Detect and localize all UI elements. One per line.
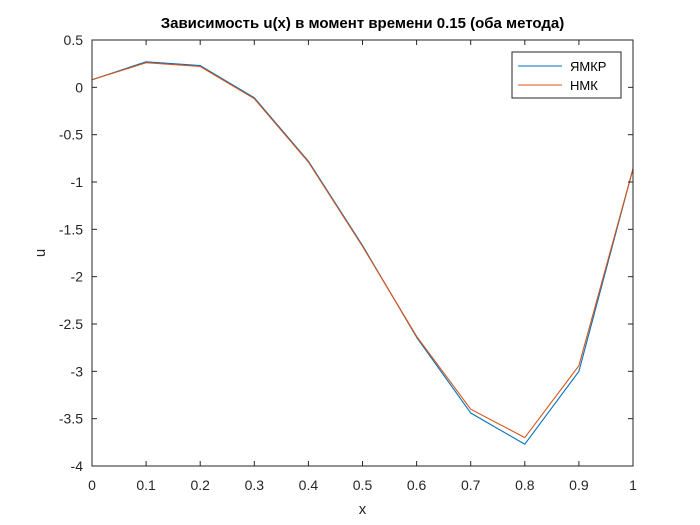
y-axis: 0.5 0 -0.5 -1 -1.5 -2 -2.5 -3 -3.5 -4: [59, 32, 633, 474]
x-axis: 0 0.1 0.2 0.3 0.4 0.5 0.6 0.7 0.8 0.9 1: [88, 40, 637, 493]
y-tick-label: -3.5: [59, 411, 83, 427]
x-tick-label: 0.7: [461, 477, 481, 493]
x-tick-label: 0.4: [299, 477, 319, 493]
series-line-nmk: [91, 62, 634, 439]
x-tick-label: 0.8: [515, 477, 535, 493]
x-tick-label: 1: [629, 477, 637, 493]
y-tick-label: -0.5: [59, 127, 83, 143]
x-tick-label: 0.1: [136, 477, 156, 493]
chart-title: Зависимость u(x) в момент времени 0.15 (…: [161, 15, 565, 32]
y-axis-label: u: [32, 249, 49, 257]
plot-area: [92, 40, 633, 466]
series-layer: [91, 61, 634, 445]
x-tick-label: 0.6: [407, 477, 427, 493]
y-tick-label: -2: [71, 269, 84, 285]
x-tick-label: 0.3: [245, 477, 265, 493]
y-tick-label: 0.5: [64, 32, 84, 48]
x-tick-label: 0.9: [569, 477, 589, 493]
y-tick-label: -1: [71, 174, 84, 190]
y-tick-label: -2.5: [59, 316, 83, 332]
x-tick-label: 0.5: [353, 477, 373, 493]
y-tick-label: -1.5: [59, 221, 83, 237]
y-tick-label: 0: [75, 79, 83, 95]
legend-box: [511, 51, 622, 99]
legend: ЯМКР НМК: [511, 51, 622, 99]
x-axis-label: x: [359, 501, 367, 518]
legend-label: НМК: [570, 78, 598, 93]
y-tick-label: -3: [71, 363, 84, 379]
y-tick-label: -4: [71, 458, 84, 474]
legend-label: ЯМКР: [570, 59, 606, 74]
x-tick-label: 0.2: [190, 477, 210, 493]
x-tick-label: 0: [88, 477, 96, 493]
